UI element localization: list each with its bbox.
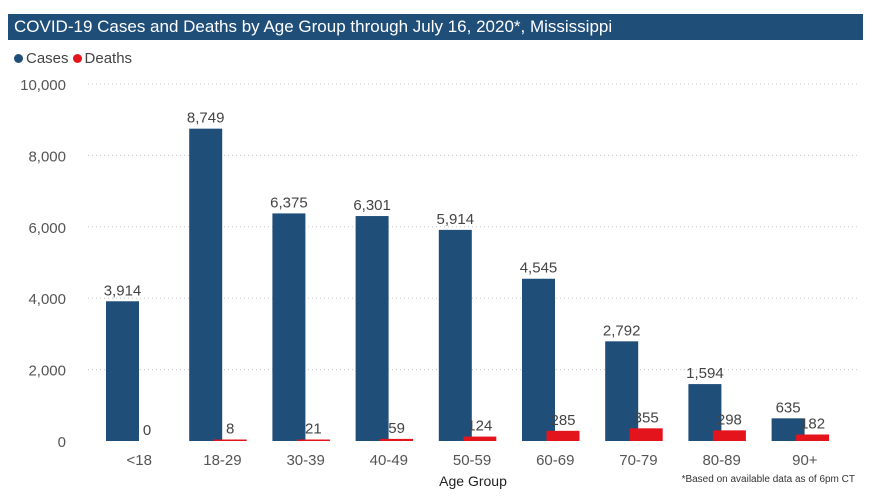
chart-title: COVID-19 Cases and Deaths by Age Group t… <box>8 14 863 40</box>
y-tick-label: 0 <box>58 434 66 451</box>
x-tick-label: 50-59 <box>453 452 491 469</box>
deaths-data-label: 0 <box>143 422 151 439</box>
deaths-data-label: 182 <box>800 416 825 433</box>
cases-bar <box>522 278 555 441</box>
deaths-bar <box>463 436 497 441</box>
x-tick-label: 60-69 <box>536 452 574 469</box>
y-tick-label: 4,000 <box>28 291 66 308</box>
deaths-data-label: 8 <box>226 421 234 438</box>
deaths-data-label: 124 <box>467 418 492 435</box>
x-axis-title: Age Group <box>439 473 507 489</box>
legend: Cases Deaths <box>14 48 136 68</box>
deaths-bar <box>629 428 663 441</box>
deaths-bar <box>213 439 247 441</box>
deaths-bar <box>712 430 746 441</box>
x-tick-label: 80-89 <box>702 452 740 469</box>
x-tick-label: 90+ <box>792 452 818 469</box>
x-tick-label: 40-49 <box>370 452 408 469</box>
y-tick-label: 10,000 <box>20 77 66 94</box>
cases-data-label: 1,594 <box>686 365 724 382</box>
deaths-bar <box>546 430 580 441</box>
legend-label-cases: Cases <box>26 49 69 67</box>
cases-data-label: 3,914 <box>104 282 142 299</box>
y-tick-label: 2,000 <box>28 363 66 380</box>
cases-bar <box>272 213 306 441</box>
x-tick-label: 30-39 <box>286 452 324 469</box>
cases-data-label: 2,792 <box>603 322 641 339</box>
legend-item-deaths: Deaths <box>72 49 133 67</box>
footnote: *Based on available data as of 6pm CT <box>681 474 855 485</box>
cases-bar <box>355 216 389 441</box>
deaths-data-label: 298 <box>717 411 742 428</box>
deaths-data-label: 285 <box>550 412 575 429</box>
cases-data-label: 6,375 <box>270 194 308 211</box>
x-axis: <18 18-29 30-39 40-49 50-59 60-69 70-79 80-89 90… <box>127 452 818 469</box>
x-tick-label: <18 <box>127 452 152 469</box>
deaths-data-label: 59 <box>388 420 405 437</box>
bars: 3,914 0 8,749 8 6,375 21 6,301 59 5,914 124 4,545 2… <box>104 110 830 441</box>
cases-bar <box>605 341 639 441</box>
x-tick-label: 70-79 <box>619 452 657 469</box>
deaths-bar <box>380 438 414 441</box>
cases-bar <box>438 229 472 441</box>
y-tick-label: 6,000 <box>28 220 66 237</box>
legend-label-deaths: Deaths <box>84 49 133 67</box>
deaths-bar <box>796 434 830 441</box>
y-tick-label: 8,000 <box>28 148 66 165</box>
cases-data-label: 4,545 <box>520 260 558 277</box>
cases-dot-icon <box>14 53 23 63</box>
cases-data-label: 6,301 <box>353 197 391 214</box>
cases-data-label: 635 <box>776 399 801 416</box>
cases-data-label: 5,914 <box>437 211 475 228</box>
deaths-dot-icon <box>72 53 82 63</box>
legend-item-cases: Cases <box>14 50 69 67</box>
x-tick-label: 18-29 <box>203 452 241 469</box>
deaths-data-label: 355 <box>634 409 659 426</box>
cases-bar <box>106 301 139 441</box>
cases-data-label: 8,749 <box>187 110 225 127</box>
y-axis: 0 2,000 4,000 6,000 8,000 10,000 <box>20 77 66 451</box>
deaths-bar <box>296 439 330 441</box>
cases-bar <box>189 128 223 441</box>
deaths-data-label: 21 <box>305 421 322 438</box>
